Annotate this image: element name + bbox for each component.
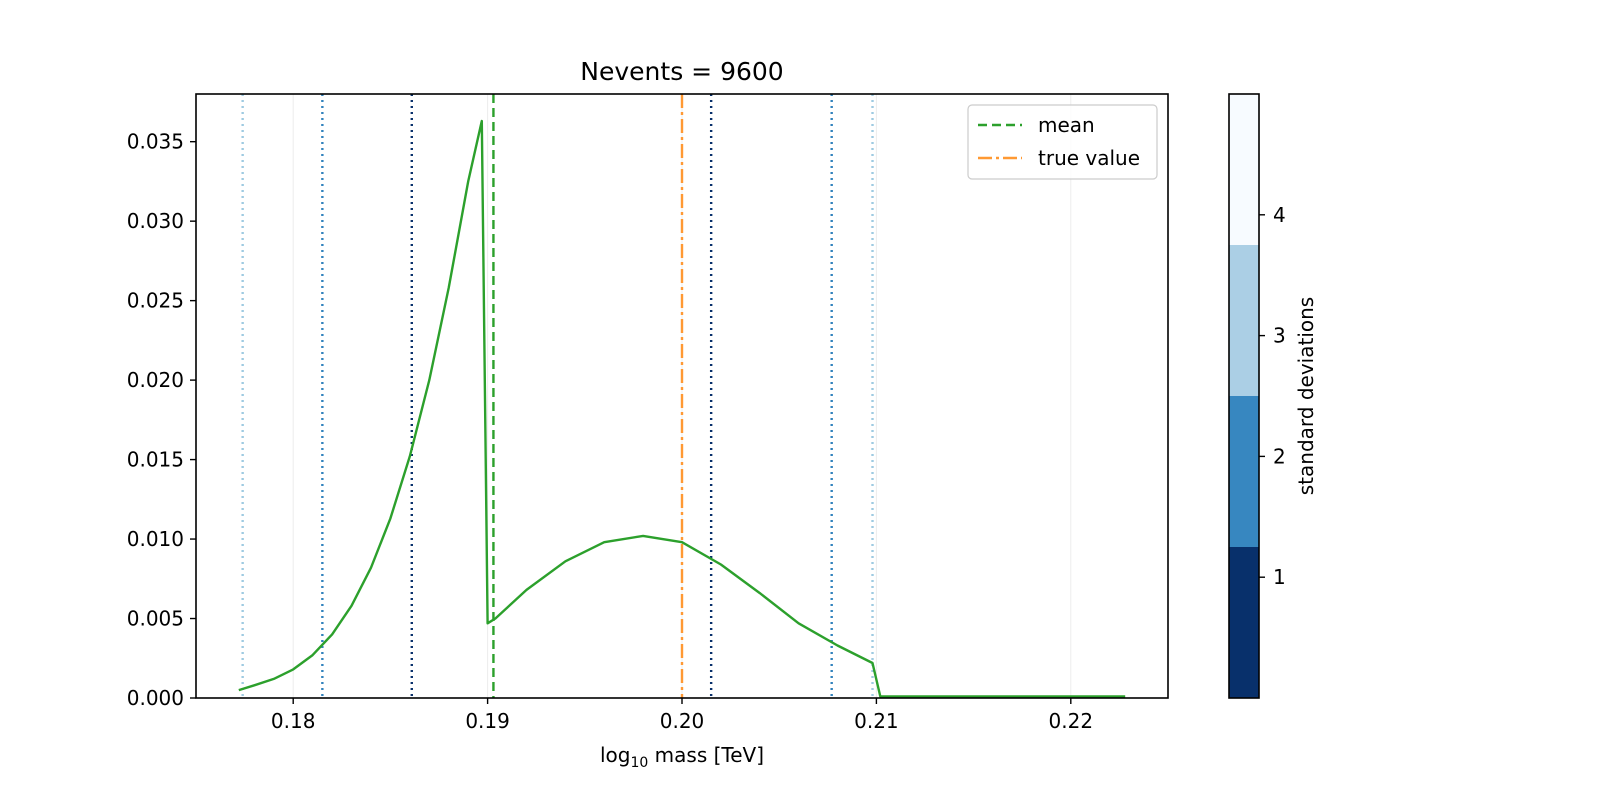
x-tick-label: 0.18: [271, 709, 316, 733]
series-layer: [238, 119, 1126, 698]
x-axis-label-unit: mass [TeV]: [648, 743, 764, 767]
legend-label: mean: [1038, 113, 1095, 137]
colorbar-tick-label: 1: [1273, 565, 1286, 589]
x-axis-label-subscript: 10: [630, 755, 648, 771]
y-tick-label: 0.035: [127, 130, 184, 154]
x-tick-label: 0.22: [1049, 709, 1094, 733]
y-tick-label: 0.010: [127, 527, 184, 551]
colorbar-tick-label: 2: [1273, 444, 1286, 468]
x-tick-label: 0.19: [465, 709, 510, 733]
y-tick-label: 0.030: [127, 209, 184, 233]
x-tick-label: 0.21: [854, 709, 899, 733]
colorbar-band: [1229, 245, 1259, 396]
x-axis-ticks: 0.18 0.19 0.20 0.21 0.22: [271, 698, 1093, 733]
colorbar: 1 2 3 4 standard deviations: [1228, 93, 1318, 699]
y-axis-ticks: 0.000 0.005 0.010 0.015 0.020 0.025 0.030 0.035: [127, 130, 196, 710]
legend-label: true value: [1038, 146, 1140, 170]
series-line: [238, 119, 1126, 698]
y-tick-label: 0.015: [127, 448, 184, 472]
y-tick-label: 0.005: [127, 607, 184, 631]
colorbar-label: standard deviations: [1294, 297, 1318, 495]
colorbar-tick-label: 3: [1273, 324, 1286, 348]
y-tick-label: 0.000: [127, 686, 184, 710]
chart-title: Nevents = 9600: [580, 57, 783, 86]
reference-lines: [241, 94, 874, 698]
x-axis-label: log10 mass [TeV]: [600, 743, 764, 771]
legend-box: [967, 104, 1158, 180]
x-tick-label: 0.20: [660, 709, 705, 733]
colorbar-band: [1229, 547, 1259, 698]
legend: mean true value: [967, 104, 1158, 180]
colorbar-band: [1229, 94, 1259, 245]
colorbar-band: [1229, 396, 1259, 547]
y-tick-label: 0.020: [127, 368, 184, 392]
colorbar-tick-label: 4: [1273, 203, 1286, 227]
colorbar-frame: [1228, 93, 1260, 699]
y-tick-label: 0.025: [127, 289, 184, 313]
x-axis-label-log: log: [600, 743, 631, 767]
